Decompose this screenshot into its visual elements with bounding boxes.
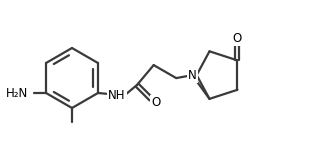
Text: NH: NH	[108, 88, 126, 101]
Text: H₂N: H₂N	[6, 86, 28, 99]
Text: O: O	[233, 32, 242, 45]
Text: N: N	[188, 69, 197, 82]
Text: O: O	[151, 95, 161, 109]
